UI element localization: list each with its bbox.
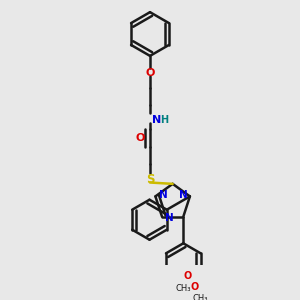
Text: O: O: [136, 133, 146, 143]
Text: CH₃: CH₃: [193, 294, 208, 300]
Text: O: O: [191, 282, 199, 292]
Text: CH₃: CH₃: [176, 284, 191, 293]
Text: N: N: [165, 213, 174, 223]
Text: H: H: [160, 115, 168, 125]
Text: O: O: [145, 68, 154, 78]
Text: N: N: [159, 190, 167, 200]
Text: S: S: [146, 173, 154, 187]
Text: O: O: [184, 271, 192, 281]
Text: N: N: [179, 190, 188, 200]
Text: N: N: [152, 115, 161, 124]
